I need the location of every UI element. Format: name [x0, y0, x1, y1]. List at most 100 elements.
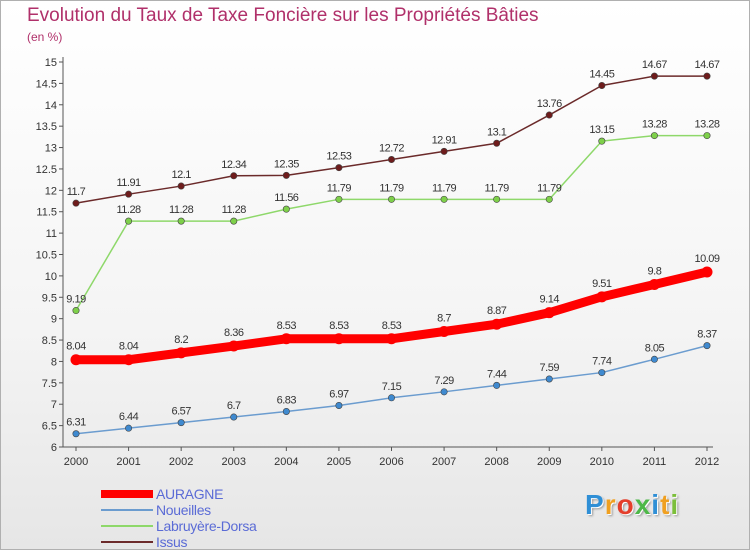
data-point [125, 217, 133, 225]
data-label: 9.19 [66, 294, 86, 306]
logo-letter: i [670, 489, 680, 520]
y-tick-label: 8 [51, 356, 57, 368]
data-point [703, 132, 711, 140]
y-tick-label: 14.5 [36, 78, 57, 90]
data-label: 8.04 [119, 341, 139, 353]
data-label: 12.53 [326, 151, 351, 163]
data-point [72, 307, 80, 315]
data-label: 8.04 [66, 341, 86, 353]
x-tick-label: 2004 [274, 456, 298, 468]
data-label: 7.59 [540, 362, 560, 374]
data-point [438, 326, 450, 337]
data-point [282, 171, 290, 179]
legend-label: Noueilles [156, 502, 211, 518]
logo-letter: i [651, 489, 661, 520]
data-point [387, 195, 395, 203]
data-label: 6.31 [66, 417, 86, 429]
x-tick-label: 2010 [590, 456, 614, 468]
data-label: 12.34 [221, 159, 246, 171]
y-tick-label: 9 [51, 314, 57, 326]
y-tick-label: 6.5 [42, 421, 57, 433]
data-label: 11.79 [485, 182, 510, 194]
data-point [493, 381, 501, 389]
data-label: 11.79 [327, 182, 352, 194]
data-point [648, 278, 660, 290]
data-point [335, 195, 343, 203]
data-label: 7.29 [434, 375, 454, 387]
data-label: 6.44 [119, 411, 139, 423]
x-tick-label: 2008 [484, 456, 508, 468]
data-point [650, 355, 658, 363]
data-point [335, 402, 343, 410]
y-tick-label: 8.5 [42, 335, 57, 347]
data-label: 11.91 [116, 177, 141, 189]
y-tick-label: 9.5 [42, 292, 57, 304]
data-point [72, 430, 80, 438]
x-tick-label: 2012 [695, 456, 719, 468]
data-label: 8.05 [645, 342, 665, 354]
data-point [703, 72, 711, 80]
data-point [596, 291, 608, 303]
data-label: 11.28 [116, 204, 141, 216]
data-point [701, 266, 713, 278]
data-label: 9.14 [540, 294, 560, 306]
series-line [71, 267, 712, 365]
data-point [177, 419, 185, 427]
x-tick-label: 2000 [64, 456, 88, 468]
proxiti-logo: Proxiti [585, 489, 679, 521]
legend-swatch [101, 541, 153, 543]
y-tick-label: 14 [45, 100, 57, 112]
data-point [230, 217, 238, 225]
data-point [491, 318, 503, 330]
chart-subtitle: (en %) [27, 30, 63, 44]
logo-letter: P [585, 489, 605, 520]
logo-letter: o [616, 489, 635, 520]
x-tick-label: 2005 [327, 456, 351, 468]
data-label: 8.2 [174, 334, 188, 346]
data-label: 11.28 [169, 204, 194, 216]
data-label: 7.44 [487, 368, 507, 380]
data-label: 11.79 [432, 182, 457, 194]
data-label: 8.53 [329, 320, 349, 332]
data-label: 7.15 [382, 381, 402, 393]
y-tick-label: 10.5 [36, 250, 57, 262]
data-point [70, 354, 82, 366]
data-label: 13.76 [537, 98, 562, 110]
data-label: 14.67 [694, 59, 719, 71]
data-point [650, 132, 658, 140]
y-tick-label: 13.5 [36, 121, 57, 133]
x-tick-label: 2001 [116, 456, 140, 468]
x-tick-label: 2007 [432, 456, 456, 468]
y-tick-label: 11 [46, 228, 57, 240]
data-label: 6.97 [329, 389, 349, 401]
x-tick-label: 2009 [537, 456, 561, 468]
data-label: 6.83 [277, 394, 297, 406]
data-label: 12.91 [432, 134, 457, 146]
y-tick-label: 13 [45, 143, 57, 155]
data-label: 13.28 [642, 119, 667, 131]
x-tick-label: 2006 [379, 456, 403, 468]
data-point [280, 333, 292, 345]
chart-title: Evolution du Taux de Taxe Foncière sur l… [27, 5, 539, 26]
logo-letter: t [660, 489, 671, 520]
data-label: 8.87 [487, 305, 507, 317]
data-point [282, 407, 290, 415]
legend-label: Labruyère-Dorsa [156, 518, 257, 534]
y-tick-label: 7.5 [42, 378, 57, 390]
data-label: 12.72 [379, 143, 404, 155]
data-label: 8.53 [277, 320, 297, 332]
data-point [598, 137, 606, 145]
data-point [125, 424, 133, 432]
y-tick-label: 15 [45, 57, 57, 69]
data-point [333, 333, 345, 345]
data-label: 11.7 [67, 186, 86, 198]
data-label: 7.74 [592, 356, 612, 368]
data-label: 9.51 [592, 278, 612, 290]
data-point [703, 342, 711, 350]
data-point [177, 217, 185, 225]
data-point [650, 72, 658, 80]
y-tick-label: 10 [45, 271, 57, 283]
data-point [387, 156, 395, 164]
